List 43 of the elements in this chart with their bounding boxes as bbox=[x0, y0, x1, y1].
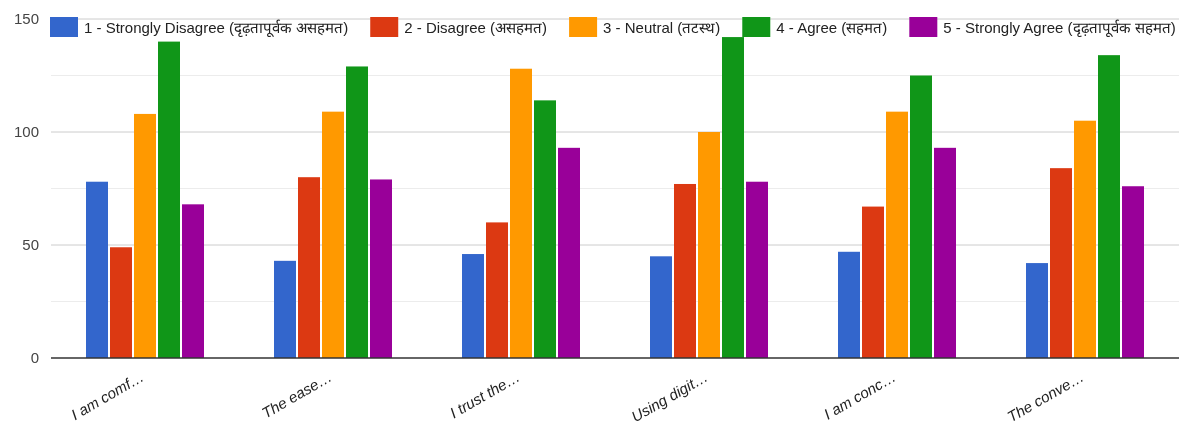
x-tick-label: The ease… bbox=[258, 367, 335, 422]
bar bbox=[182, 204, 204, 358]
bar bbox=[510, 68, 532, 358]
bar bbox=[674, 183, 696, 358]
y-tick-label: 100 bbox=[13, 123, 39, 140]
bar bbox=[486, 222, 508, 358]
x-tick-label: Using digit… bbox=[628, 367, 711, 426]
bar bbox=[910, 75, 932, 358]
legend-label: 3 - Neutral (तटस्थ) bbox=[603, 19, 721, 36]
bar bbox=[462, 254, 484, 358]
x-tick-label: I am conc… bbox=[820, 367, 899, 423]
x-tick-label: I trust the… bbox=[446, 367, 523, 422]
bar bbox=[934, 147, 956, 358]
bar bbox=[534, 100, 556, 358]
bar bbox=[1074, 120, 1096, 358]
bar bbox=[134, 113, 156, 358]
bar bbox=[1122, 186, 1144, 358]
bar bbox=[298, 177, 320, 358]
bar bbox=[346, 66, 368, 358]
bar bbox=[1098, 55, 1120, 358]
bar bbox=[158, 41, 180, 358]
y-tick-label: 50 bbox=[22, 236, 39, 253]
bar bbox=[838, 251, 860, 358]
legend-label: 4 - Agree (सहमत) bbox=[776, 19, 888, 36]
bar bbox=[1050, 168, 1072, 358]
bar bbox=[722, 37, 744, 358]
bar bbox=[86, 181, 108, 358]
legend-label: 2 - Disagree (असहमत) bbox=[404, 19, 548, 36]
bar bbox=[370, 179, 392, 358]
bar bbox=[322, 111, 344, 358]
legend-label: 5 - Strongly Agree (दृढ़तापूर्वक सहमत) bbox=[943, 19, 1176, 38]
bar bbox=[558, 147, 580, 358]
bar bbox=[274, 260, 296, 358]
bar bbox=[110, 247, 132, 358]
bar bbox=[1026, 263, 1048, 358]
bar bbox=[650, 256, 672, 358]
legend-label: 1 - Strongly Disagree (दृढ़तापूर्वक असहमत) bbox=[84, 19, 349, 38]
bar bbox=[886, 111, 908, 358]
bar bbox=[698, 132, 720, 358]
bar bbox=[746, 181, 768, 358]
y-tick-label: 0 bbox=[30, 349, 39, 366]
y-tick-label: 150 bbox=[13, 10, 39, 27]
bar bbox=[862, 206, 884, 358]
